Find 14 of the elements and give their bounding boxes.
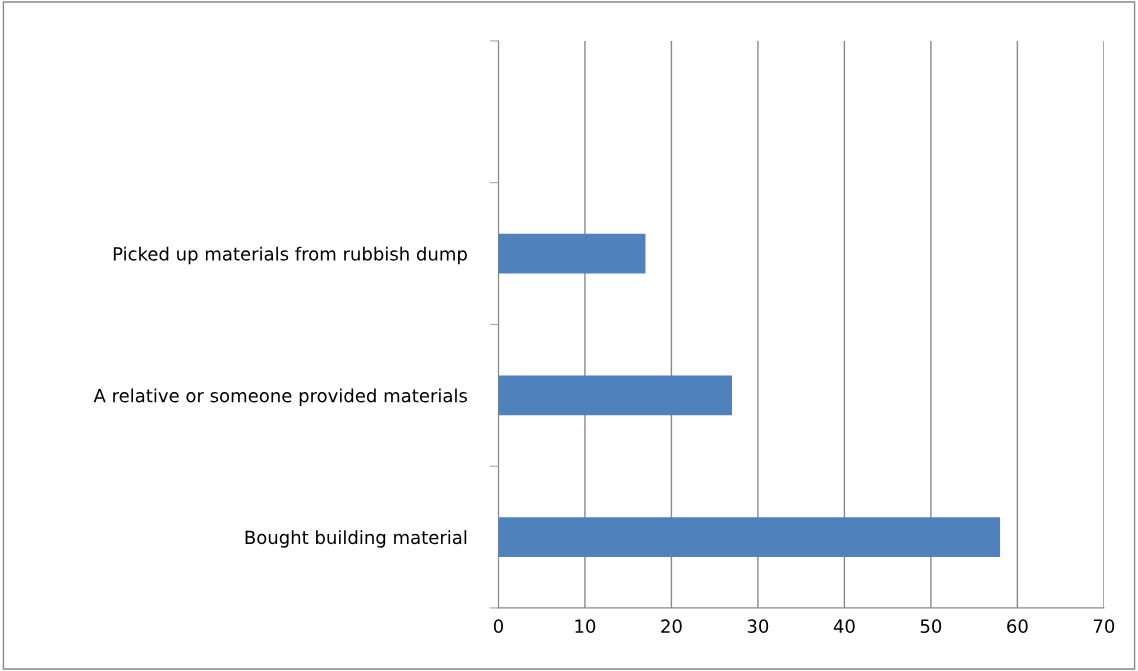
x-tick-label: 0 [493, 619, 503, 634]
x-tick-label: 40 [833, 619, 855, 634]
x-tick-label: 20 [661, 619, 682, 634]
bar [498, 517, 1001, 557]
y-tick-label: A relative or someone provided materials [93, 388, 467, 406]
x-tick-label: 70 [1093, 619, 1115, 634]
x-tick-label: 30 [747, 619, 769, 634]
bar [498, 233, 646, 274]
y-tick-label: Bought building material [245, 530, 467, 548]
x-tick-label: 60 [1007, 619, 1028, 634]
x-tick-label: 50 [920, 619, 942, 634]
y-tick-label: Picked up materials from rubbish dump [113, 246, 467, 265]
bar [498, 375, 732, 416]
x-tick-label: 10 [575, 619, 596, 634]
